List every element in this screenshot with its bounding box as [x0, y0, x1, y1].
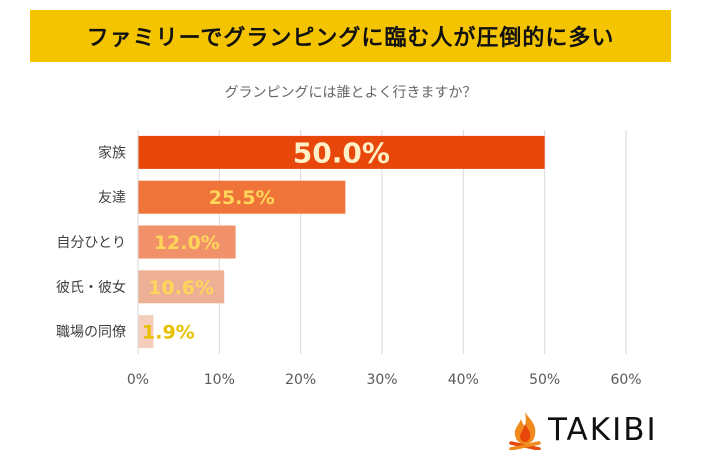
x-tick-label: 50% [529, 372, 560, 388]
takibi-logo: TAKIBI [508, 408, 658, 452]
bar [138, 270, 225, 304]
x-tick-label: 20% [285, 372, 316, 388]
x-tick-label: 60% [610, 372, 641, 388]
bar [138, 315, 154, 349]
x-tick-label: 10% [204, 372, 235, 388]
bar [138, 135, 545, 169]
chart-title: グランピングには誰とよく行きますか？ [224, 85, 477, 101]
data-label: 10.6% [148, 277, 214, 299]
banner-title: ファミリーでグランピングに臨む人が圧倒的に多い [86, 26, 615, 51]
category-label: 職場の同僚 [56, 325, 126, 341]
title-banner: ファミリーでグランピングに臨む人が圧倒的に多い [30, 10, 671, 62]
data-label: 12.0% [154, 232, 220, 254]
category-label: 自分ひとり [56, 235, 126, 251]
bar [138, 225, 236, 259]
category-label: 友達 [98, 190, 126, 206]
category-label: 彼氏・彼女 [56, 279, 126, 296]
data-label: 1.9% [142, 322, 195, 344]
data-label: 50.0% [293, 136, 390, 169]
bar [138, 180, 346, 214]
data-label: 25.5% [209, 187, 275, 209]
x-tick-label: 30% [366, 372, 397, 388]
category-label: 家族 [98, 144, 126, 161]
x-tick-label: 40% [448, 372, 479, 388]
logo-text: TAKIBI [548, 412, 658, 448]
campfire-icon [509, 412, 541, 450]
x-tick-label: 0% [127, 372, 149, 388]
